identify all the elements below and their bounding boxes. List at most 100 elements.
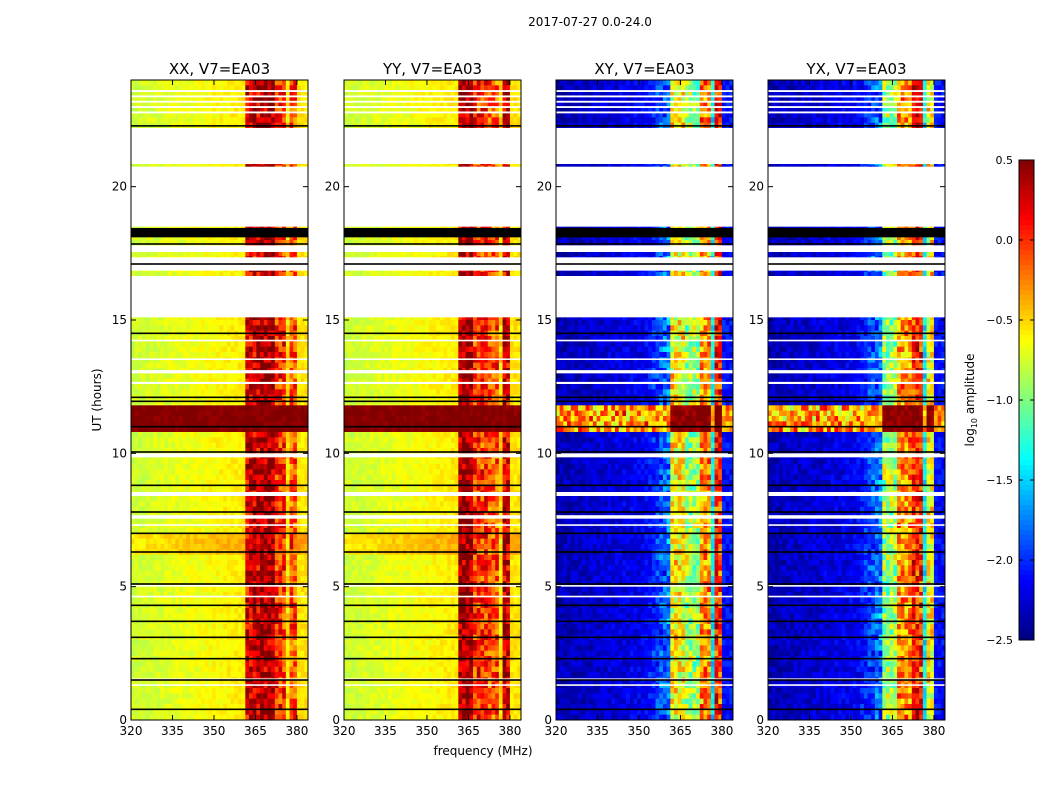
heatmap-cell (205, 576, 209, 582)
heatmap-cell (286, 544, 290, 550)
heatmap-cell (172, 416, 176, 422)
heatmap-cell (238, 597, 242, 603)
heatmap-cell (186, 608, 190, 614)
heatmap-cell (186, 405, 190, 411)
heatmap-cell (172, 613, 176, 619)
heatmap-cell (297, 352, 301, 358)
heatmap-cell (260, 608, 264, 614)
heatmap-cell (279, 608, 283, 614)
heatmap-cell (260, 501, 264, 507)
heatmap-cell (197, 411, 201, 417)
heatmap-cell (223, 624, 227, 630)
heatmap-cell (264, 560, 268, 566)
heatmap-cell (208, 624, 212, 630)
heatmap-cell (216, 240, 220, 246)
heatmap-cell (267, 544, 271, 550)
heatmap-cell (223, 475, 227, 481)
heatmap-cell (131, 459, 135, 465)
heatmap-cell (175, 571, 179, 577)
heatmap-cell (161, 469, 165, 475)
heatmap-cell (290, 464, 294, 470)
heatmap-cell (279, 427, 283, 433)
heatmap-cell (227, 469, 231, 475)
heatmap-cell (205, 448, 209, 454)
heatmap-cell (279, 448, 283, 454)
heatmap-cell (190, 475, 194, 481)
heatmap-cell (194, 437, 198, 443)
heatmap-cell (249, 496, 253, 502)
heatmap-cell (146, 320, 150, 326)
heatmap-cell (249, 373, 253, 379)
heatmap-cell (216, 443, 220, 449)
heatmap-cell (249, 416, 253, 422)
heatmap-cell (282, 539, 286, 545)
heatmap-cell (256, 347, 260, 353)
heatmap-cell (164, 501, 168, 507)
heatmap-cell (260, 560, 264, 566)
heatmap-cell (157, 613, 161, 619)
heatmap-cell (245, 608, 249, 614)
heatmap-cell (220, 240, 224, 246)
heatmap-cell (242, 427, 246, 433)
heatmap-cell (245, 544, 249, 550)
heatmap-cell (234, 555, 238, 561)
heatmap-cell (142, 416, 146, 422)
heatmap-cell (157, 469, 161, 475)
heatmap-cell (234, 544, 238, 550)
heatmap-cell (282, 416, 286, 422)
heatmap-cell (208, 389, 212, 395)
heatmap-cell (131, 352, 135, 358)
heatmap-cell (220, 432, 224, 438)
heatmap-cell (282, 469, 286, 475)
heatmap-cell (186, 443, 190, 449)
heatmap-cell (186, 555, 190, 561)
heatmap-cell (253, 624, 257, 630)
heatmap-cell (194, 469, 198, 475)
heatmap-cell (135, 416, 139, 422)
heatmap-cell (197, 629, 201, 635)
heatmap-cell (135, 624, 139, 630)
heatmap-cell (231, 448, 235, 454)
heatmap-cell (135, 475, 139, 481)
heatmap-cell (153, 469, 157, 475)
heatmap-cell (242, 475, 246, 481)
heatmap-cell (301, 624, 305, 630)
heatmap-cell (286, 352, 290, 358)
heatmap-cell (186, 539, 190, 545)
heatmap-cell (172, 384, 176, 390)
heatmap-cell (201, 443, 205, 449)
heatmap-cell (138, 341, 142, 347)
heatmap-cell (164, 411, 168, 417)
heatmap-cell (208, 384, 212, 390)
heatmap-cell (183, 411, 187, 417)
heatmap-cell (146, 501, 150, 507)
heatmap-cell (223, 363, 227, 369)
heatmap-cell (179, 117, 183, 123)
heatmap-cell (227, 117, 231, 123)
heatmap-cell (282, 363, 286, 369)
heatmap-cell (264, 384, 268, 390)
heatmap-cell (186, 597, 190, 603)
heatmap-cell (231, 352, 235, 358)
heatmap-cell (190, 533, 194, 539)
heatmap-cell (260, 341, 264, 347)
heatmap-cell (253, 539, 257, 545)
heatmap-cell (205, 533, 209, 539)
heatmap-cell (293, 363, 297, 369)
heatmap-cell (256, 597, 260, 603)
heatmap-cell (208, 437, 212, 443)
heatmap-cell (212, 437, 216, 443)
heatmap-cell (290, 432, 294, 438)
heatmap-cell (301, 405, 305, 411)
heatmap-cell (245, 565, 249, 571)
heatmap-cell (168, 565, 172, 571)
heatmap-cell (253, 357, 257, 363)
heatmap-cell (149, 416, 153, 422)
heatmap-cell (256, 80, 260, 86)
heatmap-cell (253, 320, 257, 326)
heatmap-cell (286, 496, 290, 502)
heatmap-cell (183, 320, 187, 326)
heatmap-cell (208, 629, 212, 635)
heatmap-cell (271, 608, 275, 614)
heatmap-cell (234, 469, 238, 475)
